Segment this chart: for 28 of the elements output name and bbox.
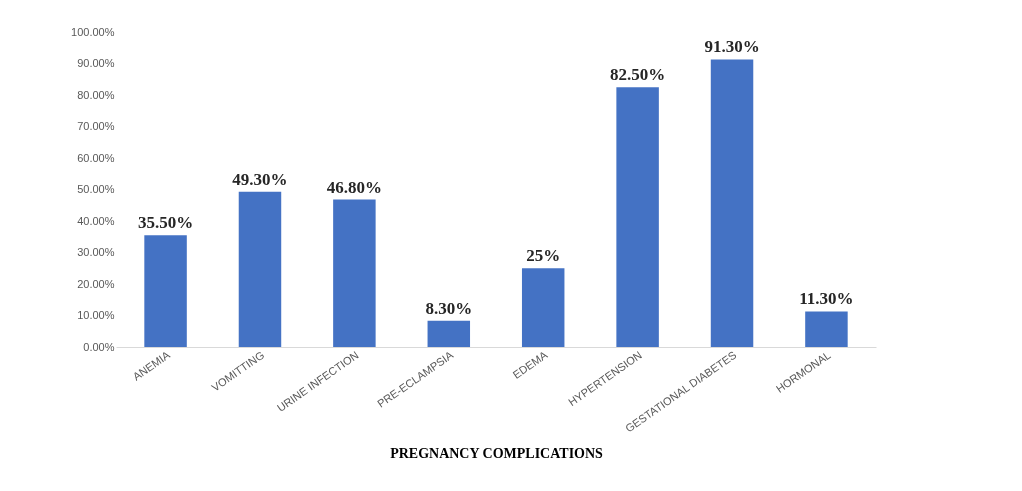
bar bbox=[805, 311, 848, 347]
y-tick-label: 10.00% bbox=[77, 309, 115, 321]
y-tick-label: 80.00% bbox=[77, 88, 115, 101]
y-tick-label: 100.00% bbox=[71, 25, 115, 38]
data-label: 91.30% bbox=[704, 37, 760, 57]
data-label: 8.30% bbox=[425, 298, 473, 318]
y-tick-label: 40.00% bbox=[77, 214, 115, 227]
bar bbox=[710, 59, 754, 347]
bar bbox=[144, 235, 187, 347]
bar bbox=[521, 268, 565, 347]
data-label: 82.50% bbox=[609, 65, 666, 85]
y-tick-label: 90.00% bbox=[77, 57, 115, 69]
data-label: 11.30% bbox=[799, 289, 854, 309]
bar bbox=[238, 191, 282, 347]
x-axis-title: PREGNANCY COMPLICATIONS bbox=[390, 445, 604, 461]
y-tick-label: 60.00% bbox=[77, 151, 115, 164]
y-tick-label: 0.00% bbox=[83, 340, 115, 353]
y-tick-label: 30.00% bbox=[77, 246, 115, 258]
y-tick-label: 20.00% bbox=[77, 277, 115, 290]
data-label: 35.50% bbox=[137, 213, 194, 233]
bar bbox=[616, 87, 659, 347]
data-label: 46.80% bbox=[326, 177, 383, 197]
bar bbox=[333, 199, 376, 347]
bar bbox=[427, 320, 471, 347]
data-label: 49.30% bbox=[232, 169, 288, 189]
data-label: 25% bbox=[526, 246, 561, 266]
y-tick-label: 50.00% bbox=[77, 183, 115, 195]
y-tick-label: 70.00% bbox=[77, 120, 115, 132]
